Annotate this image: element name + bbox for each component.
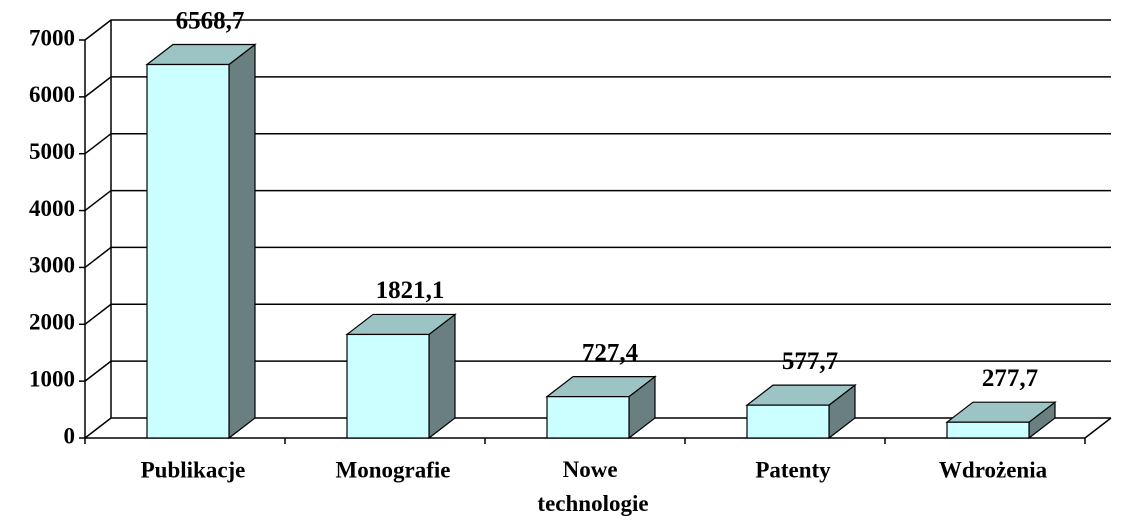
bar (746, 404, 830, 439)
value-label: 1821,1 (376, 277, 445, 304)
grid-line (84, 132, 1111, 155)
bar-side (428, 313, 456, 440)
y-tick-label: 1000 (29, 366, 75, 391)
x-tick-label: Monografie (336, 457, 451, 482)
grid-line (84, 189, 1111, 212)
y-tick-label: 5000 (29, 139, 75, 164)
y-tick-label: 7000 (29, 25, 75, 50)
bar (346, 333, 430, 439)
bar (946, 421, 1030, 439)
y-tick-label: 2000 (29, 310, 75, 335)
grid-line (84, 19, 1111, 41)
y-tick-label: 6000 (29, 82, 75, 107)
value-label: 577,7 (782, 348, 838, 375)
x-tick-label: Publikacje (141, 457, 246, 482)
y-tick-label: 3000 (29, 253, 75, 278)
x-tick-label: Patenty (755, 457, 831, 482)
bar (146, 63, 230, 439)
x-tick-label: Wdrożenia (939, 457, 1048, 482)
bar (546, 396, 630, 439)
y-tick-label: 0 (64, 423, 76, 448)
value-label: 727,4 (582, 339, 639, 366)
grid-line (84, 76, 1111, 98)
x-tick-label: Nowe technologie (537, 457, 648, 516)
grid-line (84, 360, 1111, 382)
value-label: 6568,7 (176, 7, 245, 34)
grid-line (84, 246, 1111, 269)
value-label: 277,7 (982, 365, 1038, 392)
y-tick-label: 4000 (29, 196, 75, 221)
grid-line (84, 303, 1111, 325)
bar-side (228, 43, 256, 440)
